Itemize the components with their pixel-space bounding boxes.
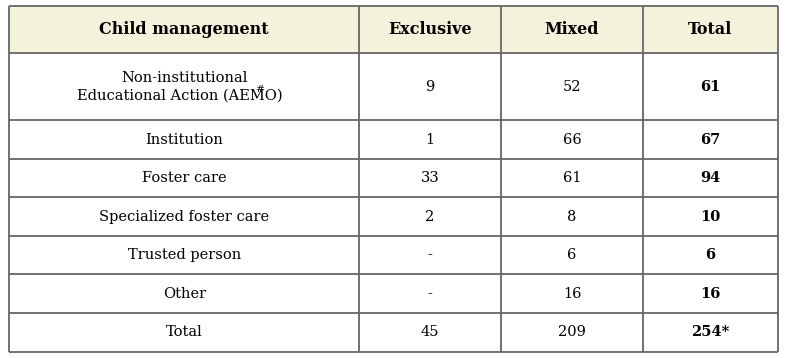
Text: #: # bbox=[255, 84, 264, 93]
Text: 67: 67 bbox=[700, 132, 720, 146]
Bar bbox=[501, 6, 643, 53]
Text: -: - bbox=[427, 248, 432, 262]
Bar bbox=[359, 6, 501, 53]
Text: Educational Action (AEMO): Educational Action (AEMO) bbox=[77, 89, 283, 103]
Text: 16: 16 bbox=[700, 287, 721, 301]
Bar bbox=[359, 197, 501, 236]
Bar bbox=[9, 53, 359, 120]
Bar bbox=[9, 159, 359, 197]
Bar bbox=[359, 53, 501, 120]
Text: 209: 209 bbox=[558, 325, 586, 339]
Text: Total: Total bbox=[688, 21, 733, 38]
Bar bbox=[9, 6, 359, 53]
Text: 2: 2 bbox=[425, 210, 434, 224]
Text: 10: 10 bbox=[700, 210, 720, 224]
Bar bbox=[9, 275, 359, 313]
Text: Institution: Institution bbox=[146, 132, 224, 146]
Text: 8: 8 bbox=[567, 210, 577, 224]
Bar bbox=[643, 120, 778, 159]
Text: 61: 61 bbox=[700, 80, 721, 94]
Bar bbox=[359, 120, 501, 159]
Text: -: - bbox=[427, 287, 432, 301]
Text: 94: 94 bbox=[700, 171, 720, 185]
Text: Other: Other bbox=[163, 287, 205, 301]
Bar bbox=[501, 197, 643, 236]
Text: Exclusive: Exclusive bbox=[388, 21, 471, 38]
Bar bbox=[9, 313, 359, 352]
Text: 16: 16 bbox=[563, 287, 582, 301]
Bar bbox=[359, 159, 501, 197]
Text: Foster care: Foster care bbox=[142, 171, 227, 185]
Bar bbox=[9, 120, 359, 159]
Bar bbox=[9, 197, 359, 236]
Bar bbox=[501, 236, 643, 275]
Bar bbox=[501, 53, 643, 120]
Text: 61: 61 bbox=[563, 171, 582, 185]
Text: Non-institutional: Non-institutional bbox=[121, 71, 247, 84]
Text: 6: 6 bbox=[567, 248, 577, 262]
Bar bbox=[643, 236, 778, 275]
Text: 45: 45 bbox=[421, 325, 439, 339]
Text: Trusted person: Trusted person bbox=[127, 248, 241, 262]
Bar bbox=[359, 275, 501, 313]
Bar bbox=[501, 275, 643, 313]
Bar bbox=[501, 313, 643, 352]
Bar bbox=[643, 6, 778, 53]
Text: Specialized foster care: Specialized foster care bbox=[99, 210, 269, 224]
Bar bbox=[643, 275, 778, 313]
Text: 66: 66 bbox=[563, 132, 582, 146]
Text: 33: 33 bbox=[420, 171, 439, 185]
Bar bbox=[359, 313, 501, 352]
Text: 52: 52 bbox=[563, 80, 582, 94]
Text: Child management: Child management bbox=[99, 21, 269, 38]
Bar bbox=[501, 120, 643, 159]
Text: 254*: 254* bbox=[691, 325, 730, 339]
Text: 9: 9 bbox=[425, 80, 434, 94]
Bar bbox=[359, 236, 501, 275]
Text: Mixed: Mixed bbox=[545, 21, 600, 38]
Text: Total: Total bbox=[166, 325, 202, 339]
Bar bbox=[643, 197, 778, 236]
Bar bbox=[501, 159, 643, 197]
Bar bbox=[643, 159, 778, 197]
Bar bbox=[643, 53, 778, 120]
Text: 6: 6 bbox=[705, 248, 715, 262]
Bar bbox=[9, 236, 359, 275]
Text: 1: 1 bbox=[426, 132, 434, 146]
Bar bbox=[643, 313, 778, 352]
